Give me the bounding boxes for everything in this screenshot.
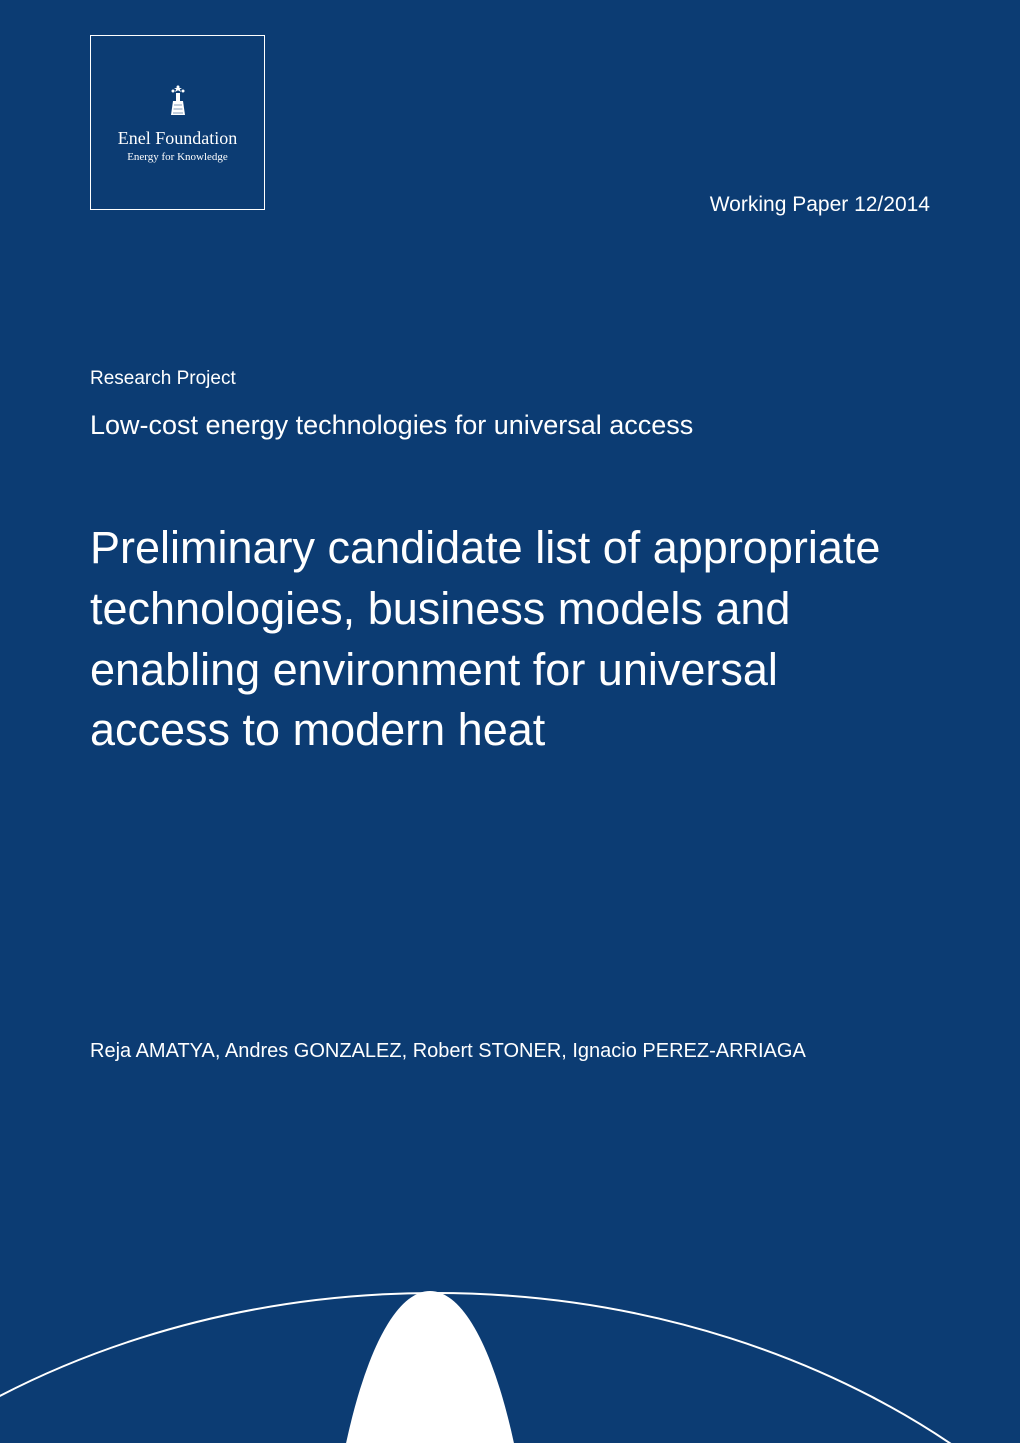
document-subtitle: Low-cost energy technologies for univers… [90,410,693,441]
logo-box: Enel Foundation Energy for Knowledge [90,35,265,210]
research-project-label: Research Project [90,368,236,390]
document-authors: Reja AMATYA, Andres GONZALEZ, Robert STO… [90,1040,806,1063]
decorative-curve-graphic [0,1243,1020,1443]
foundation-logo-icon [164,83,192,120]
logo-sub-text: Energy for Knowledge [127,151,228,163]
working-paper-label: Working Paper 12/2014 [710,193,930,217]
document-cover-page: Enel Foundation Energy for Knowledge Wor… [0,0,1020,1443]
document-title: Preliminary candidate list of appropriat… [90,518,930,761]
logo-main-text: Enel Foundation [118,128,238,149]
